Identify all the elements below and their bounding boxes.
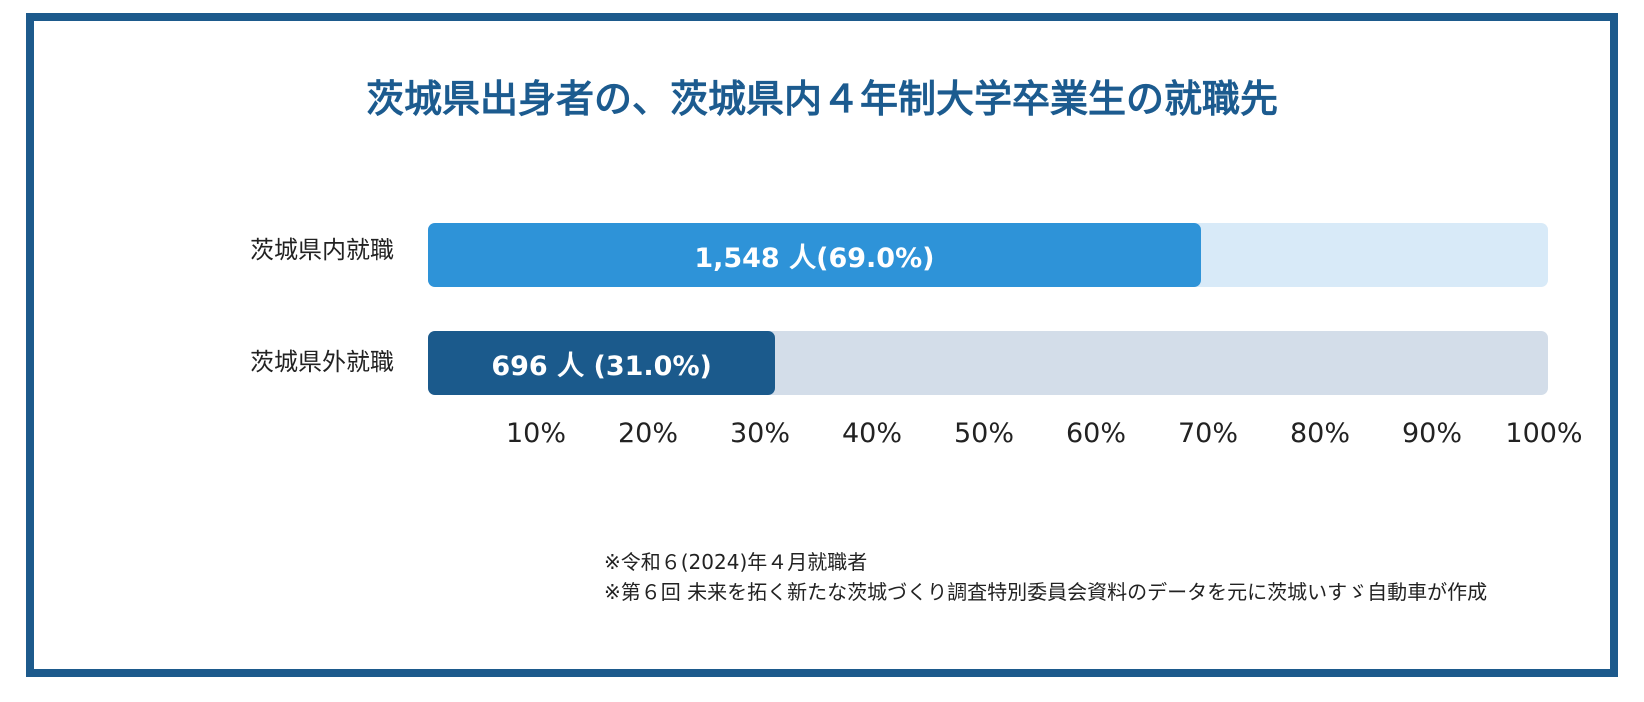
x-tick-label: 10% [505,418,567,449]
x-tick-label: 70% [1177,418,1239,449]
x-tick-label: 90% [1401,418,1463,449]
x-tick-label: 80% [1289,418,1351,449]
bar-inside-prefecture: 1,548 人(69.0%) [428,223,1201,287]
x-tick-label: 60% [1065,418,1127,449]
bar-track-inside: 1,548 人(69.0%) [428,223,1548,287]
footnote-source: ※第６回 未来を拓く新たな茨城づくり調査特別委員会資料のデータを元に茨城いすゞ自… [604,580,1488,604]
chart-title: 茨城県出身者の、茨城県内４年制大学卒業生の就職先 [365,77,1278,121]
x-tick-label: 50% [953,418,1015,449]
x-tick-label: 20% [617,418,679,449]
x-tick-label: 30% [729,418,791,449]
data-label-outside: 696 人 (31.0%) [491,350,712,382]
category-label-inside: 茨城県内就職 [250,236,394,264]
x-tick-label: 40% [841,418,903,449]
bar-track-outside: 696 人 (31.0%) [428,331,1548,395]
category-label-outside: 茨城県外就職 [250,348,394,376]
bar-outside-prefecture: 696 人 (31.0%) [428,331,776,395]
x-tick-label: 100% [1505,418,1583,449]
footnote-period: ※令和６(2024)年４月就職者 [604,550,868,574]
data-label-inside: 1,548 人(69.0%) [694,242,935,274]
